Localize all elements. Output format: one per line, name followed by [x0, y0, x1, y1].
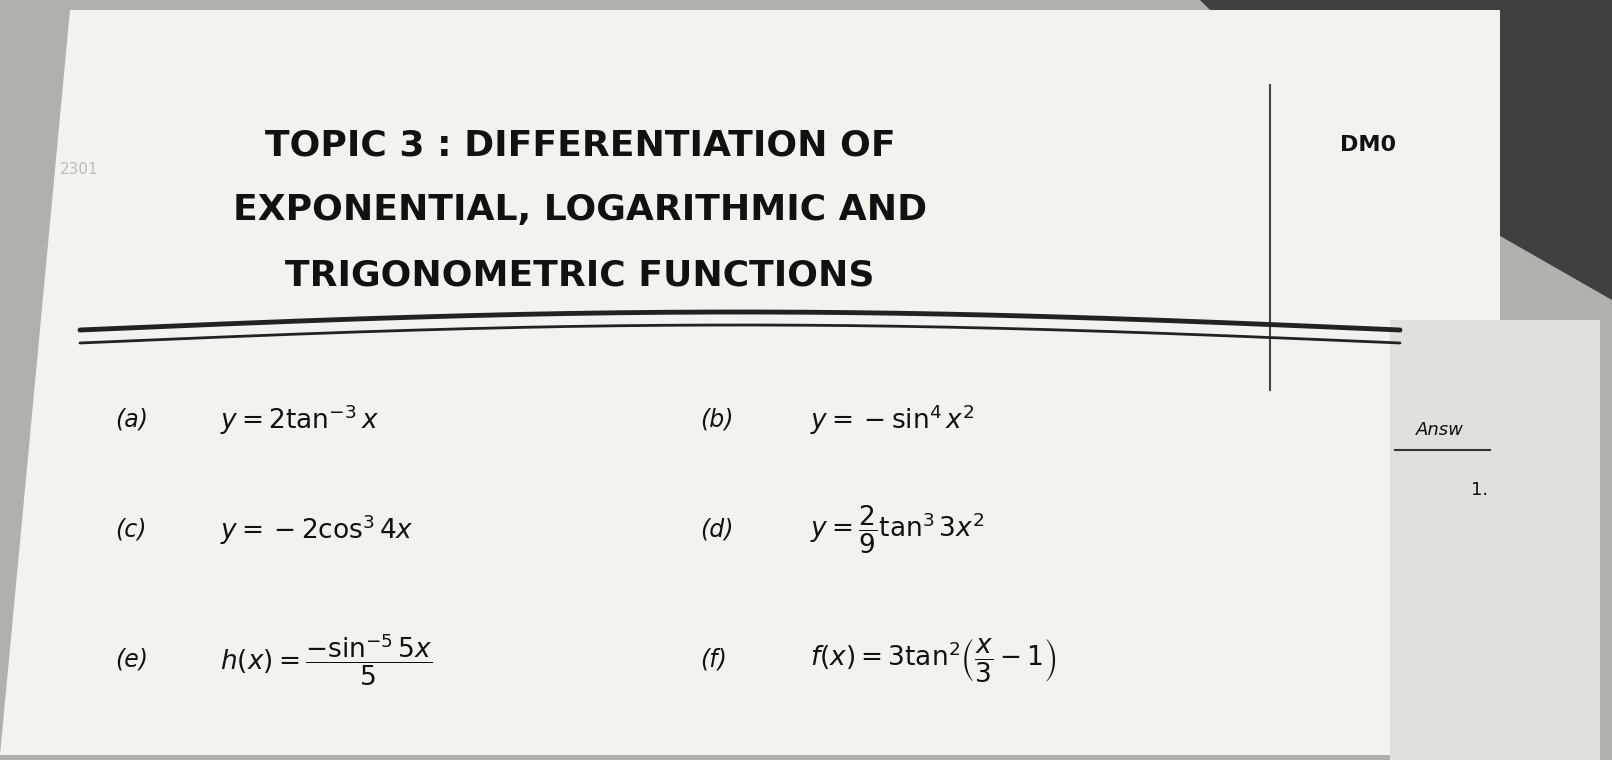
Text: $y = -\sin^{4}x^{2}$: $y = -\sin^{4}x^{2}$: [809, 403, 975, 437]
Text: 1.: 1.: [1472, 481, 1488, 499]
Polygon shape: [1199, 0, 1612, 300]
Text: TOPIC 3 : DIFFERENTIATION OF: TOPIC 3 : DIFFERENTIATION OF: [264, 128, 895, 162]
Text: (f): (f): [700, 648, 727, 672]
Text: $y = 2\tan^{-3}x$: $y = 2\tan^{-3}x$: [219, 403, 379, 437]
Text: (e): (e): [114, 648, 148, 672]
Text: TRIGONOMETRIC FUNCTIONS: TRIGONOMETRIC FUNCTIONS: [285, 258, 875, 292]
Text: DM0: DM0: [1340, 135, 1396, 155]
Text: 2301: 2301: [60, 163, 98, 178]
Text: (b): (b): [700, 408, 733, 432]
Text: (c): (c): [114, 518, 147, 542]
Text: EXPONENTIAL, LOGARITHMIC AND: EXPONENTIAL, LOGARITHMIC AND: [234, 193, 927, 227]
Text: (d): (d): [700, 518, 733, 542]
Text: Answ: Answ: [1415, 421, 1464, 439]
Text: $f(x) = 3\tan^{2}\!\left(\dfrac{x}{3}-1\right)$: $f(x) = 3\tan^{2}\!\left(\dfrac{x}{3}-1\…: [809, 636, 1056, 684]
Text: $h(x) = \dfrac{-\sin^{-5}5x}{5}$: $h(x) = \dfrac{-\sin^{-5}5x}{5}$: [219, 632, 432, 689]
Text: (a): (a): [114, 408, 148, 432]
Text: $y = -2\cos^{3}4x$: $y = -2\cos^{3}4x$: [219, 513, 414, 547]
Polygon shape: [0, 10, 1501, 755]
Bar: [1390, 320, 1601, 760]
Text: $y = \dfrac{2}{9}\tan^{3}3x^{2}$: $y = \dfrac{2}{9}\tan^{3}3x^{2}$: [809, 504, 985, 556]
